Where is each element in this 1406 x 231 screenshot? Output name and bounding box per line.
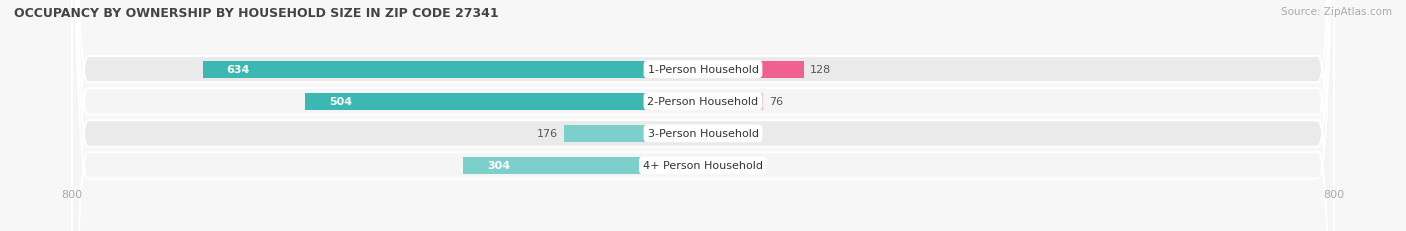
- Text: 304: 304: [486, 161, 510, 171]
- Bar: [202, 62, 703, 78]
- Bar: [703, 94, 763, 110]
- Bar: [703, 62, 804, 78]
- Text: 504: 504: [329, 97, 353, 107]
- Bar: [703, 157, 730, 174]
- Text: 34: 34: [737, 161, 751, 171]
- Bar: [564, 125, 703, 142]
- Text: 634: 634: [226, 65, 250, 75]
- Text: 4+ Person Household: 4+ Person Household: [643, 161, 763, 171]
- FancyBboxPatch shape: [72, 0, 1334, 231]
- Bar: [305, 94, 703, 110]
- FancyBboxPatch shape: [72, 0, 1334, 231]
- Text: 128: 128: [810, 65, 831, 75]
- FancyBboxPatch shape: [72, 0, 1334, 231]
- Text: 2-Person Household: 2-Person Household: [647, 97, 759, 107]
- Text: Source: ZipAtlas.com: Source: ZipAtlas.com: [1281, 7, 1392, 17]
- Bar: [703, 125, 711, 142]
- Text: 1-Person Household: 1-Person Household: [648, 65, 758, 75]
- Text: 3-Person Household: 3-Person Household: [648, 129, 758, 139]
- Text: OCCUPANCY BY OWNERSHIP BY HOUSEHOLD SIZE IN ZIP CODE 27341: OCCUPANCY BY OWNERSHIP BY HOUSEHOLD SIZE…: [14, 7, 499, 20]
- Text: 176: 176: [537, 129, 558, 139]
- Text: 11: 11: [718, 129, 733, 139]
- Bar: [463, 157, 703, 174]
- FancyBboxPatch shape: [72, 0, 1334, 231]
- Text: 76: 76: [769, 97, 783, 107]
